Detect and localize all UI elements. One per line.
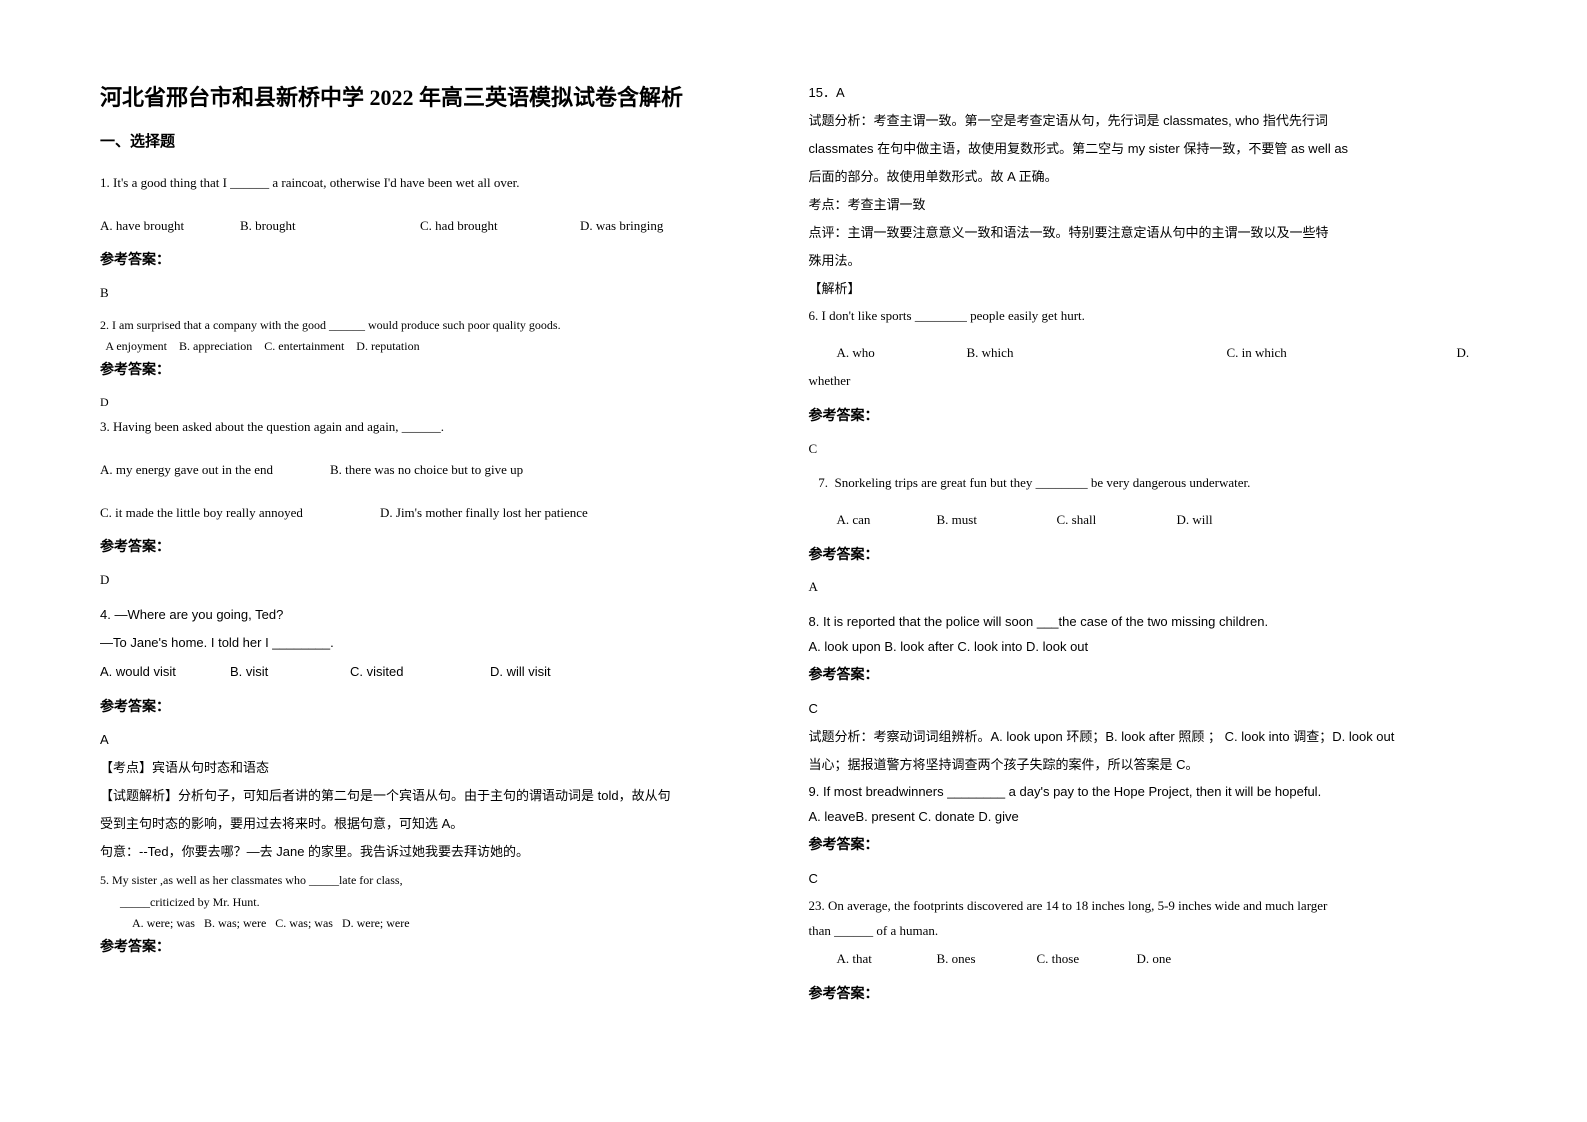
q3-text: 3. Having been asked about the question …	[100, 415, 779, 440]
q6-answer-label: 参考答案：	[809, 404, 1488, 431]
q8-answer-label: 参考答案：	[809, 663, 1488, 690]
q5-exp2: classmates 在句中做主语，故使用复数形式。第二空与 my sister…	[809, 136, 1488, 162]
q5-exp7: 【解析】	[809, 276, 1488, 302]
q9-options: A. leaveB. present C. donate D. give	[809, 805, 1488, 830]
q7-answer: A	[809, 575, 1488, 600]
q6-opt-c: C. in which	[1227, 341, 1457, 366]
q2-answer: D	[100, 391, 779, 414]
q4-exp3: 受到主句时态的影响，要用过去将来时。根据句意，可知选 A。	[100, 811, 779, 837]
q8-text: 8. It is reported that the police will s…	[809, 610, 1488, 635]
q4-exp4: 句意：--Ted，你要去哪？—去 Jane 的家里。我告诉过她我要去拜访她的。	[100, 839, 779, 865]
q7-opt-d: D. will	[1177, 508, 1213, 533]
q7-answer-label: 参考答案：	[809, 543, 1488, 570]
q6-options: A. who B. which C. in which D.	[809, 341, 1488, 366]
q5-line2: _____criticized by Mr. Hunt.	[100, 893, 779, 912]
q3-opt-c: C. it made the little boy really annoyed	[100, 501, 380, 526]
q1-opt-b: B. brought	[240, 214, 420, 239]
q8-exp2: 当心；据报道警方将坚持调查两个孩子失踪的案件，所以答案是 C。	[809, 752, 1488, 778]
q4-opt-d: D. will visit	[490, 660, 551, 685]
q6-opt-b: B. which	[967, 341, 1227, 366]
q23-opt-d: D. one	[1137, 947, 1172, 972]
q2-options: A enjoyment B. appreciation C. entertain…	[100, 337, 779, 356]
right-column: 15．A 试题分析：考查主谓一致。第一空是考查定语从句，先行词是 classma…	[809, 80, 1488, 1082]
q7-opt-c: C. shall	[1057, 508, 1177, 533]
left-column: 河北省邢台市和县新桥中学 2022 年高三英语模拟试卷含解析 一、选择题 1. …	[100, 80, 779, 1082]
q9-text: 9. If most breadwinners ________ a day's…	[809, 780, 1488, 805]
q4-answer-label: 参考答案：	[100, 695, 779, 722]
q23-answer-label: 参考答案：	[809, 982, 1488, 1009]
q5-line1: 5. My sister ,as well as her classmates …	[100, 871, 779, 890]
q23-opt-b: B. ones	[937, 947, 1037, 972]
q8-exp1: 试题分析：考察动词词组辨析。A. look upon 环顾；B. look af…	[809, 724, 1488, 750]
q9-answer-label: 参考答案：	[809, 833, 1488, 860]
document-title: 河北省邢台市和县新桥中学 2022 年高三英语模拟试卷含解析	[100, 80, 779, 112]
q3-answer: D	[100, 568, 779, 593]
q1-answer: B	[100, 281, 779, 306]
q5-exp3: 后面的部分。故使用单数形式。故 A 正确。	[809, 164, 1488, 190]
q23-line2: than ______ of a human.	[809, 919, 1488, 944]
q4-opt-b: B. visit	[230, 660, 350, 685]
q6-answer: C	[809, 437, 1488, 462]
q3-options-row2: C. it made the little boy really annoyed…	[100, 501, 779, 526]
q6-opt-a: A. who	[837, 341, 967, 366]
q23-opt-c: C. those	[1037, 947, 1137, 972]
q1-answer-label: 参考答案：	[100, 248, 779, 275]
q3-opt-d: D. Jim's mother finally lost her patienc…	[380, 501, 588, 526]
q6-opt-d2: whether	[809, 369, 1488, 394]
q4-answer: A	[100, 727, 779, 753]
q7-options: A. can B. must C. shall D. will	[809, 508, 1488, 533]
q2-answer-label: 参考答案：	[100, 358, 779, 385]
q3-answer-label: 参考答案：	[100, 535, 779, 562]
q1-options: A. have brought B. brought C. had brough…	[100, 214, 779, 239]
q5-options: A. were; was B. was; were C. was; was D.…	[100, 914, 779, 933]
q23-options: A. that B. ones C. those D. one	[809, 947, 1488, 972]
q1-opt-a: A. have brought	[100, 214, 240, 239]
q1-opt-d: D. was bringing	[580, 214, 663, 239]
q6-text: 6. I don't like sports ________ people e…	[809, 304, 1488, 329]
q5-exp1: 试题分析：考查主谓一致。第一空是考查定语从句，先行词是 classmates, …	[809, 108, 1488, 134]
q4-exp1: 【考点】宾语从句时态和语态	[100, 755, 779, 781]
page-columns: 河北省邢台市和县新桥中学 2022 年高三英语模拟试卷含解析 一、选择题 1. …	[100, 80, 1487, 1082]
q7-text: 7. Snorkeling trips are great fun but th…	[809, 471, 1488, 496]
q4-line1: 4. —Where are you going, Ted?	[100, 603, 779, 628]
q4-opt-a: A. would visit	[100, 660, 230, 685]
q4-opt-c: C. visited	[350, 660, 490, 685]
q3-options-row1: A. my energy gave out in the end B. ther…	[100, 458, 779, 483]
q8-answer: C	[809, 696, 1488, 722]
q5-answer-label: 参考答案：	[100, 935, 779, 962]
q9-answer: C	[809, 866, 1488, 892]
q23-opt-a: A. that	[837, 947, 937, 972]
q2-text: 2. I am surprised that a company with th…	[100, 316, 779, 335]
q7-opt-a: A. can	[837, 508, 937, 533]
q5-exp6: 殊用法。	[809, 248, 1488, 274]
q6-opt-d: D.	[1457, 341, 1470, 366]
q3-opt-b: B. there was no choice but to give up	[330, 458, 523, 483]
q8-options: A. look upon B. look after C. look into …	[809, 635, 1488, 660]
q5-exp5: 点评：主谓一致要注意意义一致和语法一致。特别要注意定语从句中的主谓一致以及一些特	[809, 220, 1488, 246]
q3-opt-a: A. my energy gave out in the end	[100, 458, 330, 483]
q1-opt-c: C. had brought	[420, 214, 580, 239]
section-title: 一、选择题	[100, 130, 779, 151]
q4-exp2: 【试题解析】分析句子，可知后者讲的第二句是一个宾语从句。由于主句的谓语动词是 t…	[100, 783, 779, 809]
q4-line2: —To Jane's home. I told her I ________.	[100, 631, 779, 656]
q5-exp4: 考点：考查主谓一致	[809, 192, 1488, 218]
q1-text: 1. It's a good thing that I ______ a rai…	[100, 171, 779, 196]
q4-options: A. would visit B. visit C. visited D. wi…	[100, 660, 779, 685]
q23-line1: 23. On average, the footprints discovere…	[809, 894, 1488, 919]
q5-answer: 15．A	[809, 80, 1488, 106]
q7-opt-b: B. must	[937, 508, 1057, 533]
